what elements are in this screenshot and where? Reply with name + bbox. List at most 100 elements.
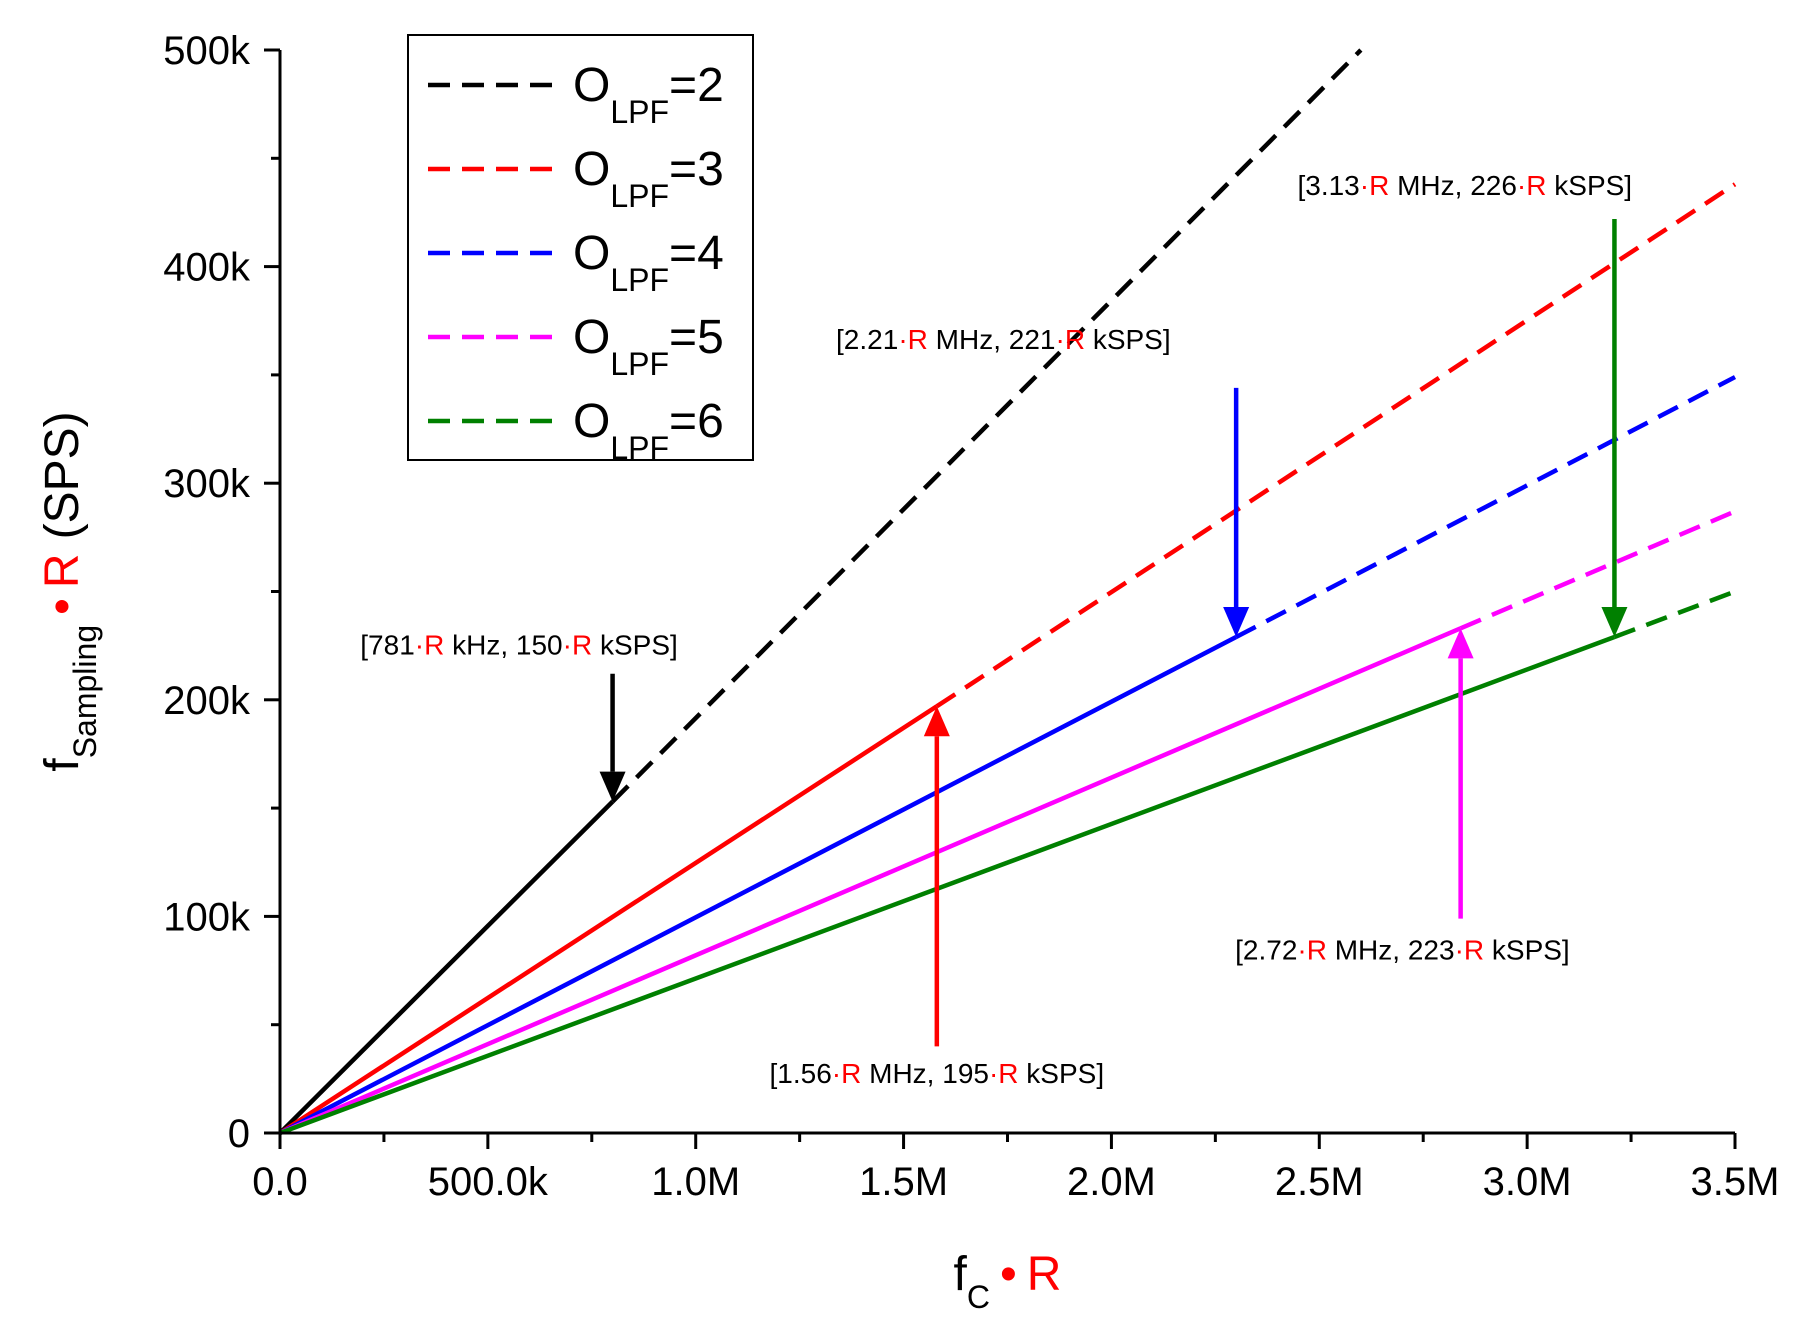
y-tick-label: 400k: [163, 246, 251, 290]
legend-label-olpf2: OLPF=2: [573, 59, 724, 130]
annotation-label-part: [1.56: [770, 1058, 832, 1089]
y-title-unit: (SPS): [36, 411, 89, 539]
series-line-dashed-olpf2: [610, 48, 1363, 804]
annotation-label-part: R: [1369, 170, 1389, 201]
x-tick-label: 2.0M: [1067, 1160, 1156, 1204]
legend-label-sub: LPF: [610, 262, 669, 298]
annotation-label-part: MHz, 223: [1327, 935, 1455, 966]
annotation-arrow-head-2: [923, 706, 950, 737]
legend-label-olpf4: OLPF=4: [573, 227, 724, 298]
annotation-label-part: ·: [1455, 935, 1464, 966]
annotation-label-part: MHz, 195: [861, 1058, 989, 1089]
y-tick-label: 100k: [163, 895, 251, 939]
annotation-label-part: [2.21: [836, 324, 898, 355]
annotation-label-part: ·: [1517, 170, 1526, 201]
x-tick-label: 0.0: [252, 1160, 308, 1204]
annotation-label-part: R: [572, 629, 592, 660]
annotation-label-part: kSPS]: [592, 629, 678, 660]
axes: 0.0 500.0k 1.0M 1.5M 2.0M 2.5M 3.0M 3.5M 0 100k 20…: [163, 29, 1779, 1204]
annotation-label-part: R: [841, 1058, 861, 1089]
legend-label-value: =3: [669, 143, 724, 196]
annotation-label-part: [781: [360, 629, 415, 660]
x-tick-label: 1.5M: [859, 1160, 948, 1204]
x-title-dot: •: [1000, 1248, 1017, 1301]
y-axis-title: fSampling • R (SPS): [36, 411, 103, 771]
y-title-factor: R: [36, 553, 89, 588]
annotation-layer: [781·R kHz, 150·R kSPS][1.56·R MHz, 195·…: [360, 170, 1632, 1089]
annotation-label-part: ·: [989, 1058, 998, 1089]
legend-label-main: O: [573, 143, 610, 196]
x-tick-label: 3.5M: [1691, 1160, 1780, 1204]
legend-label-sub: LPF: [610, 178, 669, 214]
series-line-dashed-olpf5: [1459, 509, 1736, 631]
series-line-dashed-olpf3: [935, 182, 1737, 709]
x-tick-label: 3.0M: [1483, 1160, 1572, 1204]
x-title-main: f: [954, 1248, 968, 1301]
annotation-label-5: [3.13·R MHz, 226·R kSPS]: [1297, 170, 1632, 201]
annotation-arrow-head-1: [599, 771, 626, 802]
annotation-label-part: R: [998, 1058, 1018, 1089]
annotation-label-part: R: [1065, 324, 1085, 355]
annotation-label-1: [781·R kHz, 150·R kSPS]: [360, 629, 678, 660]
series-line-solid-olpf6: [280, 634, 1616, 1135]
annotation-label-part: [3.13: [1297, 170, 1359, 201]
legend-box: [407, 34, 754, 461]
legend-label-value: =6: [669, 395, 724, 448]
annotation-label-part: R: [908, 324, 928, 355]
annotation-label-part: kSPS]: [1484, 935, 1570, 966]
y-tick-label: 200k: [163, 679, 251, 723]
annotation-arrow-head-4: [1447, 628, 1474, 659]
annotation-label-part: ·: [898, 324, 907, 355]
legend-label-value: =4: [669, 227, 724, 280]
y-tick-label: 0: [228, 1112, 250, 1156]
x-tick-label: 1.0M: [651, 1160, 740, 1204]
annotation-label-part: R: [424, 629, 444, 660]
legend-label-olpf3: OLPF=3: [573, 143, 724, 214]
y-title-dot: •: [36, 598, 89, 615]
legend-label-sub: LPF: [610, 430, 669, 466]
series-line-solid-olpf4: [280, 634, 1238, 1135]
annotation-arrow-head-3: [1223, 606, 1250, 637]
annotation-label-part: kHz, 150: [444, 629, 562, 660]
legend-label-main: O: [573, 59, 610, 112]
legend-label-sub: LPF: [610, 346, 669, 382]
legend-label-main: O: [573, 395, 610, 448]
annotation-label-part: MHz, 221: [928, 324, 1056, 355]
series-line-solid-olpf3: [280, 704, 939, 1135]
annotation-label-2: [1.56·R MHz, 195·R kSPS]: [770, 1058, 1105, 1089]
annotation-label-part: ·: [563, 629, 572, 660]
x-tick-label: 500.0k: [428, 1160, 549, 1204]
annotation-arrow-head-5: [1601, 606, 1628, 637]
annotation-label-part: kSPS]: [1085, 324, 1171, 355]
legend-label-olpf6: OLPF=6: [573, 395, 724, 466]
annotation-label-part: ·: [415, 629, 424, 660]
x-title-factor: R: [1027, 1248, 1062, 1301]
legend-label-value: =2: [669, 59, 724, 112]
x-axis-title: fC • R: [954, 1248, 1062, 1315]
legend-label-main: O: [573, 311, 610, 364]
y-tick-label: 500k: [163, 29, 251, 73]
y-title-sub: Sampling: [67, 625, 103, 758]
annotation-label-part: MHz, 226: [1389, 170, 1517, 201]
x-tick-label: 2.5M: [1275, 1160, 1364, 1204]
y-tick-label: 300k: [163, 462, 251, 506]
annotation-label-part: R: [1464, 935, 1484, 966]
annotation-label-part: ·: [1297, 935, 1306, 966]
legend-label-main: O: [573, 227, 610, 280]
series-line-solid-olpf5: [280, 626, 1462, 1135]
annotation-label-3: [2.21·R MHz, 221·R kSPS]: [836, 324, 1171, 355]
annotation-label-part: R: [1526, 170, 1546, 201]
x-title-sub: C: [967, 1279, 990, 1315]
annotation-label-4: [2.72·R MHz, 223·R kSPS]: [1235, 935, 1570, 966]
annotation-label-part: kSPS]: [1019, 1058, 1105, 1089]
series-line-dashed-olpf4: [1235, 375, 1737, 639]
annotation-label-part: kSPS]: [1546, 170, 1632, 201]
annotation-label-part: R: [1307, 935, 1327, 966]
legend-label-olpf5: OLPF=5: [573, 311, 724, 382]
annotation-label-part: ·: [832, 1058, 841, 1089]
annotation-label-part: [2.72: [1235, 935, 1297, 966]
series-line-dashed-olpf6: [1613, 589, 1736, 640]
